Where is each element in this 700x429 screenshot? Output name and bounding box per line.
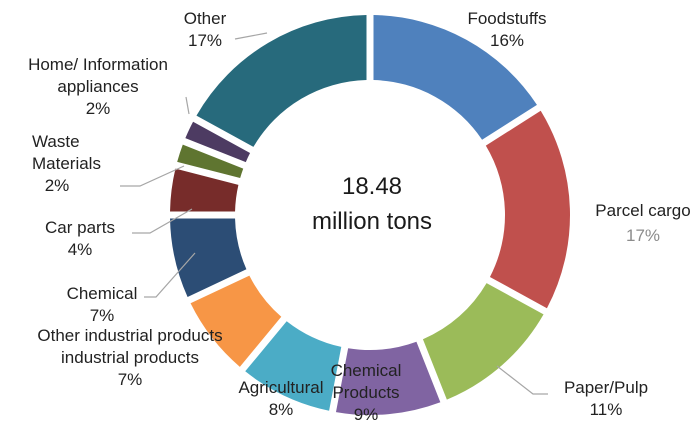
slice-percent: 7%: [90, 306, 115, 325]
slice-name: Agricultural: [238, 378, 323, 397]
slice-labels: Foodstuffs 16% Parcel cargo 17% Paper/Pulp 11…: [28, 9, 691, 424]
slice-name: Other industrial products: [37, 326, 222, 345]
slice-name: Foodstuffs: [467, 9, 546, 28]
slice-percent: 4%: [68, 240, 93, 259]
slice-label: Home/ Information appliances 2%: [28, 55, 168, 118]
leader-line: [132, 208, 193, 234]
slice-home-information-appliances: [185, 121, 251, 163]
slice-name: industrial products: [61, 348, 199, 367]
slice-percent: 17%: [626, 226, 660, 245]
slice-name: Chemical: [67, 284, 138, 303]
slice-paper-pulp: [422, 283, 544, 400]
slice-percent: 2%: [86, 99, 111, 118]
slice-label: Waste Materials 2%: [32, 132, 101, 195]
slice-label: Chemical Products 9%: [331, 361, 402, 424]
slice-label: Parcel cargo 17%: [595, 201, 690, 245]
slice-name: Paper/Pulp: [564, 378, 648, 397]
slice-percent: 17%: [188, 31, 222, 50]
slice-waste-materials: [177, 144, 244, 179]
slice-name: appliances: [57, 77, 138, 96]
slice-name: Materials: [32, 154, 101, 173]
slice-label: Other 17%: [184, 9, 227, 50]
slice-percent: 2%: [45, 176, 70, 195]
leader-line: [234, 32, 268, 40]
donut-slices: [170, 15, 570, 415]
leader-line: [496, 365, 548, 395]
slice-other: [196, 15, 367, 147]
slice-name: Waste: [32, 132, 80, 151]
slice-label: Agricultural 8%: [238, 378, 323, 419]
slice-foodstuffs: [373, 15, 537, 140]
slice-label: Foodstuffs 16%: [467, 9, 546, 50]
slice-agricultural: [245, 321, 342, 411]
slice-parcel-cargo: [485, 110, 570, 309]
slice-percent: 11%: [590, 400, 623, 419]
leader-line: [120, 165, 185, 187]
slice-name: Chemical: [331, 361, 402, 380]
slice-name: Other: [184, 9, 227, 28]
slice-name: Products: [332, 383, 399, 402]
slice-chemical: [170, 218, 247, 297]
slice-name: Car parts: [45, 218, 115, 237]
slice-percent: 7%: [118, 370, 143, 389]
center-unit: million tons: [312, 208, 432, 235]
slice-label: Paper/Pulp 11%: [564, 378, 648, 419]
slice-name: Home/ Information: [28, 55, 168, 74]
slice-chemical-products: [335, 341, 441, 415]
leader-line: [144, 252, 196, 298]
slice-label: Car parts 4%: [45, 218, 115, 259]
center-value: 18.48: [342, 173, 402, 200]
slice-label: Chemical 7%: [67, 284, 138, 325]
slice-percent: 16%: [490, 31, 524, 50]
slice-percent: 8%: [269, 400, 294, 419]
leader-line: [185, 96, 190, 115]
slice-label: Other industrial products industrial prod…: [37, 326, 222, 389]
leader-lines: [120, 32, 548, 395]
slice-name: Parcel cargo: [595, 201, 690, 220]
slice-car-parts: [170, 168, 239, 212]
slice-other-industrial-products: [190, 275, 282, 367]
slice-percent: 9%: [354, 405, 379, 424]
